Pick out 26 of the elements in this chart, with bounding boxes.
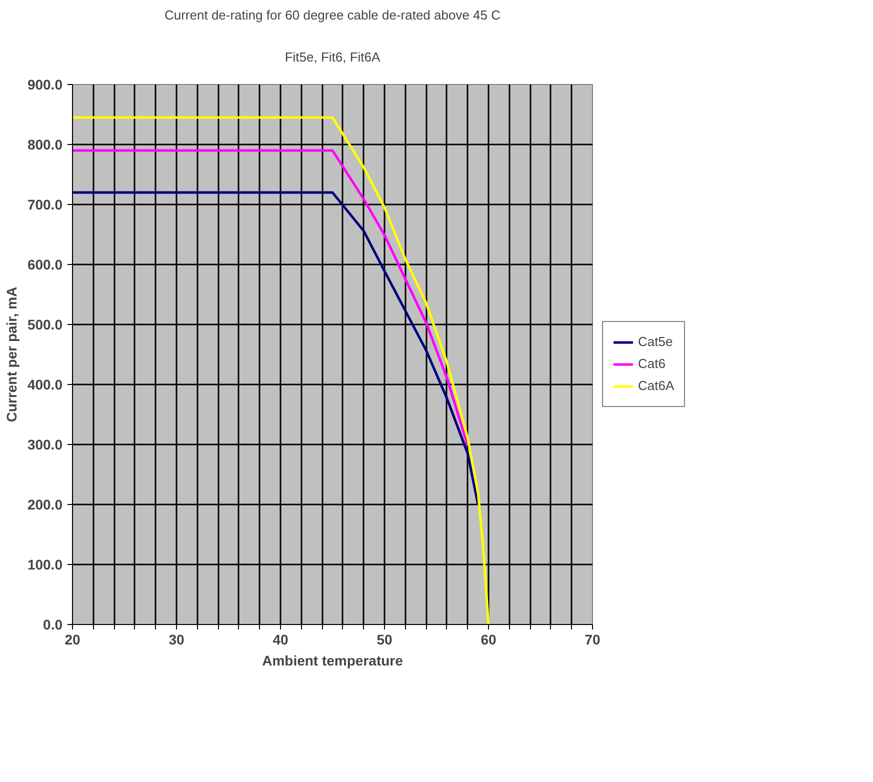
- chart-title: Current de-rating for 60 degree cable de-rated above 45 C: [164, 8, 501, 22]
- y-tick-label: 400.0: [27, 376, 63, 392]
- x-tick-label: 60: [480, 632, 496, 648]
- x-tick-label: 40: [272, 632, 288, 648]
- x-tick-label: 70: [584, 632, 600, 648]
- chart-subtitle: Fit5e, Fit6, Fit6A: [284, 50, 381, 64]
- line-series: [72, 116, 490, 624]
- y-tick-label: 500.0: [27, 316, 63, 332]
- y-tick-label: 100.0: [27, 556, 63, 572]
- y-tick-label: 0.0: [43, 616, 63, 632]
- y-tick-label: 200.0: [27, 496, 63, 512]
- y-tick-label: 700.0: [27, 196, 63, 212]
- x-axis-title: Ambient temperature: [262, 652, 404, 668]
- line-series: [72, 149, 469, 447]
- x-tick-label: 50: [376, 632, 392, 648]
- line-series: [72, 191, 480, 506]
- y-tick-label: 600.0: [27, 256, 63, 272]
- x-tick-label: 20: [64, 632, 80, 648]
- y-tick-label: 300.0: [27, 436, 63, 452]
- y-tick-label: 900.0: [27, 76, 63, 92]
- legend-label: Cat6: [638, 356, 666, 371]
- y-tick-label: 800.0: [27, 136, 63, 152]
- y-axis-title: Current per pair, mA: [3, 286, 20, 422]
- legend-label: Cat6A: [638, 378, 674, 393]
- x-tick-label: 30: [168, 632, 184, 648]
- legend-label: Cat5e: [638, 334, 673, 349]
